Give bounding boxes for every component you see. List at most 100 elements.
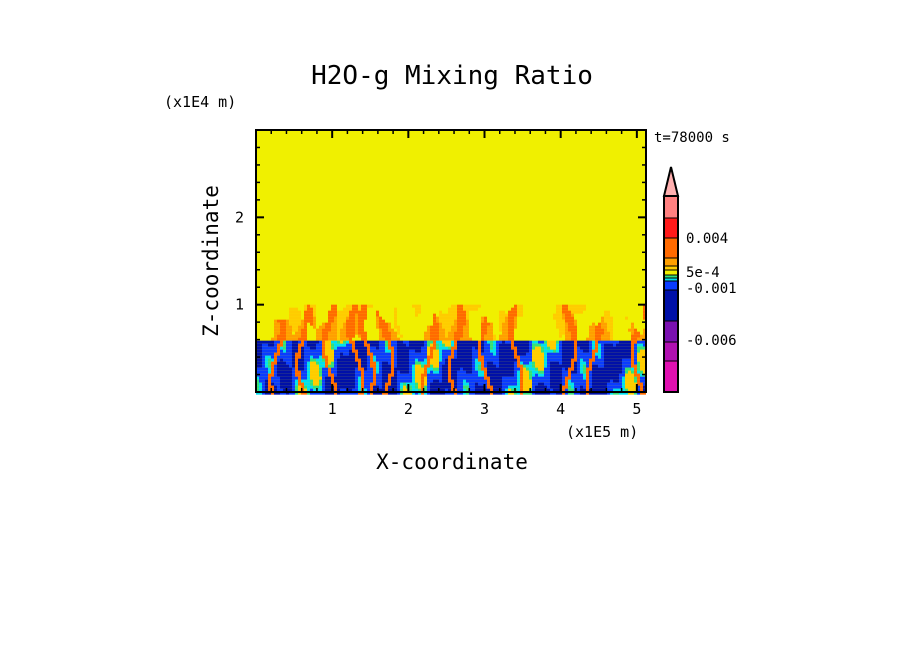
field-cell (385, 337, 388, 341)
field-cell (445, 319, 448, 323)
field-cell (415, 382, 418, 386)
field-cell (295, 343, 298, 347)
field-cell (274, 382, 277, 386)
field-cell (613, 343, 616, 347)
field-cell (469, 391, 472, 395)
field-cell (271, 343, 274, 347)
field-cell (424, 373, 427, 377)
field-cell (259, 391, 262, 395)
field-cell (292, 346, 295, 350)
field-cell (460, 343, 463, 347)
field-cell (286, 331, 289, 335)
field-cell (427, 364, 430, 368)
field-cell (556, 304, 559, 308)
field-cell (400, 349, 403, 353)
field-cell (379, 388, 382, 392)
field-cell (475, 307, 478, 311)
field-cell (526, 382, 529, 386)
field-cell (499, 355, 502, 359)
field-cell (469, 307, 472, 311)
field-cell (271, 373, 274, 377)
field-cell (322, 334, 325, 338)
field-cell (574, 382, 577, 386)
field-cell (619, 370, 622, 374)
field-cell (490, 349, 493, 353)
field-cell (481, 355, 484, 359)
field-cell (340, 322, 343, 326)
field-cell (595, 385, 598, 389)
field-cell (364, 385, 367, 389)
field-cell (520, 340, 523, 344)
field-cell (322, 349, 325, 353)
field-cell (364, 367, 367, 371)
field-cell (382, 388, 385, 392)
field-cell (439, 325, 442, 329)
field-cell (352, 310, 355, 314)
field-cell (340, 316, 343, 320)
field-cell (607, 367, 610, 371)
field-cell (358, 358, 361, 362)
field-cell (466, 379, 469, 383)
field-cell (487, 364, 490, 368)
field-cell (322, 376, 325, 380)
field-cell (316, 334, 319, 338)
field-cell (526, 385, 529, 389)
field-cell (442, 355, 445, 359)
field-cell (283, 364, 286, 368)
field-cell (433, 361, 436, 365)
field-cell (607, 331, 610, 335)
field-cell (364, 343, 367, 347)
field-cell (640, 340, 643, 344)
field-cell (538, 346, 541, 350)
field-cell (457, 349, 460, 353)
field-cell (271, 376, 274, 380)
field-cell (550, 373, 553, 377)
field-cell (334, 376, 337, 380)
field-cell (538, 343, 541, 347)
field-cell (337, 367, 340, 371)
field-cell (373, 367, 376, 371)
field-cell (292, 316, 295, 320)
field-cell (277, 337, 280, 341)
field-cell (463, 388, 466, 392)
field-cell (592, 331, 595, 335)
field-cell (481, 334, 484, 338)
field-cell (385, 391, 388, 395)
field-cell (304, 352, 307, 356)
field-cell (325, 346, 328, 350)
field-cell (430, 346, 433, 350)
field-cell (457, 319, 460, 323)
field-cell (337, 334, 340, 338)
field-cell (256, 382, 259, 386)
field-cell (391, 382, 394, 386)
field-cell (559, 361, 562, 365)
field-cell (583, 379, 586, 383)
field-cell (481, 391, 484, 395)
field-cell (268, 382, 271, 386)
field-cell (553, 382, 556, 386)
field-cell (514, 310, 517, 314)
field-cell (349, 340, 352, 344)
field-cell (349, 331, 352, 335)
field-cell (415, 367, 418, 371)
field-cell (628, 343, 631, 347)
field-cell (532, 370, 535, 374)
field-cell (634, 388, 637, 392)
field-cell (418, 307, 421, 311)
field-cell (430, 361, 433, 365)
field-cell (364, 376, 367, 380)
field-cell (265, 343, 268, 347)
field-cell (634, 376, 637, 380)
field-cell (451, 370, 454, 374)
field-cell (616, 388, 619, 392)
field-cell (319, 343, 322, 347)
field-cell (427, 373, 430, 377)
field-cell (340, 355, 343, 359)
field-cell (304, 358, 307, 362)
field-cell (637, 382, 640, 386)
field-cell (460, 337, 463, 341)
field-cell (544, 379, 547, 383)
field-cell (424, 331, 427, 335)
field-cell (427, 355, 430, 359)
field-cell (631, 355, 634, 359)
